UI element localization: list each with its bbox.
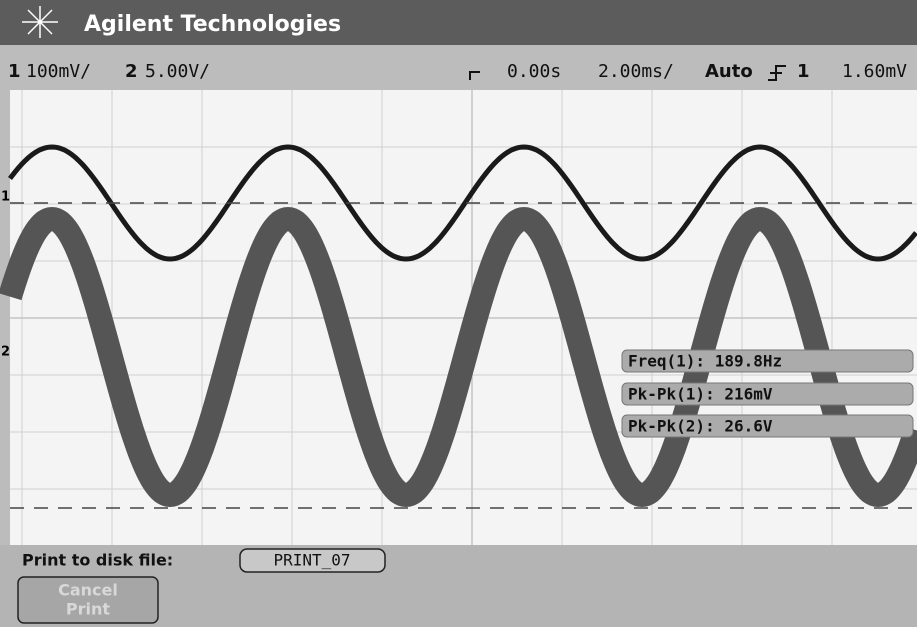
ch1-marker: 1 xyxy=(1,190,10,205)
measurements: Freq(1): 189.8Hz Pk-Pk(1): 216mV Pk-Pk(2… xyxy=(622,350,913,437)
measurement: Pk-Pk(2): 26.6V xyxy=(628,417,773,436)
button-label[interactable]: Print xyxy=(66,600,110,619)
trigger-source: 1 xyxy=(797,61,810,82)
measurement: Freq(1): 189.8Hz xyxy=(628,352,782,371)
print-prompt: Print to disk file: xyxy=(22,551,173,570)
time-scale: 2.00ms/ xyxy=(598,61,674,82)
filename[interactable]: PRINT_07 xyxy=(273,551,350,570)
trigger-level: 1.60mV xyxy=(842,61,907,82)
ch2-label: 2 xyxy=(125,61,138,82)
page: Oscilloscope screen {"header": {"title":… xyxy=(0,0,917,627)
button-label[interactable]: Cancel xyxy=(58,581,118,600)
marker-gutter xyxy=(0,90,10,545)
ch1-label: 1 xyxy=(8,61,21,82)
trigger-mode: Auto xyxy=(705,61,753,82)
ch1-scale: 100mV/ xyxy=(26,61,91,82)
ch2-marker: 2 xyxy=(1,345,10,360)
ch2-scale: 5.00V/ xyxy=(145,61,210,82)
body: Agilent Technologies 1 100mV/ 2 5.00V/ 0… xyxy=(0,0,917,627)
scope-screen: Agilent Technologies 1 100mV/ 2 5.00V/ 0… xyxy=(0,0,917,627)
time-delay: 0.00s xyxy=(507,61,561,82)
brand: Agilent Technologies xyxy=(84,12,341,37)
status-bar xyxy=(0,45,917,90)
measurement: Pk-Pk(1): 216mV xyxy=(628,385,773,404)
